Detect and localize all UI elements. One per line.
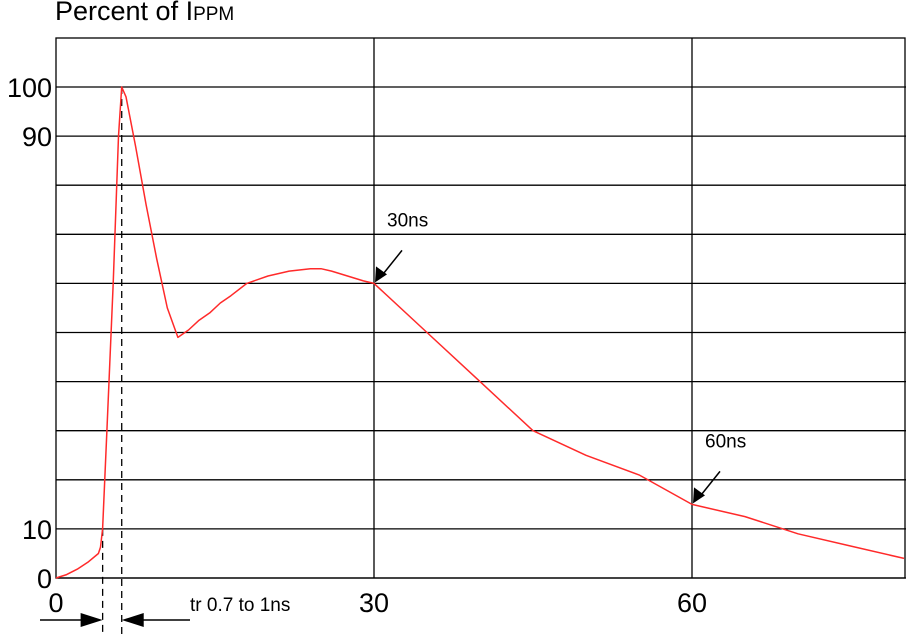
title-subscript: PPM <box>193 4 235 25</box>
annotation-label: 30ns <box>387 210 428 231</box>
rise-time-markers: tr 0.7 to 1ns <box>40 87 290 634</box>
rise-arrow-left-head <box>80 613 103 627</box>
grid <box>55 37 906 579</box>
x-tick-label: 0 <box>48 588 63 618</box>
rise-time-label: tr 0.7 to 1ns <box>190 595 290 616</box>
tick-labels: 0 10 90 100 0 30 60 <box>7 73 707 618</box>
annotation-arrow-head <box>693 487 705 504</box>
x-tick-label: 60 <box>677 588 707 618</box>
annotations: 30ns 60ns <box>375 210 746 504</box>
y-tick-label: 10 <box>22 515 52 545</box>
x-tick-label: 30 <box>359 588 389 618</box>
annotation-arrow-head <box>375 266 387 283</box>
chart-title: Percent of IPPM <box>55 0 234 27</box>
plot-frame <box>55 37 906 579</box>
y-tick-label: 100 <box>7 73 52 103</box>
y-tick-label: 90 <box>22 122 52 152</box>
annotation-label: 60ns <box>705 431 746 452</box>
rise-arrow-right-head <box>121 613 144 627</box>
series-group <box>55 86 905 579</box>
annotation-arrow-shaft <box>381 249 403 276</box>
series-line <box>55 86 905 579</box>
annotation-arrow-shaft <box>699 470 721 497</box>
y-tick-label: 0 <box>37 564 52 594</box>
title-main: Percent of I <box>55 0 194 26</box>
